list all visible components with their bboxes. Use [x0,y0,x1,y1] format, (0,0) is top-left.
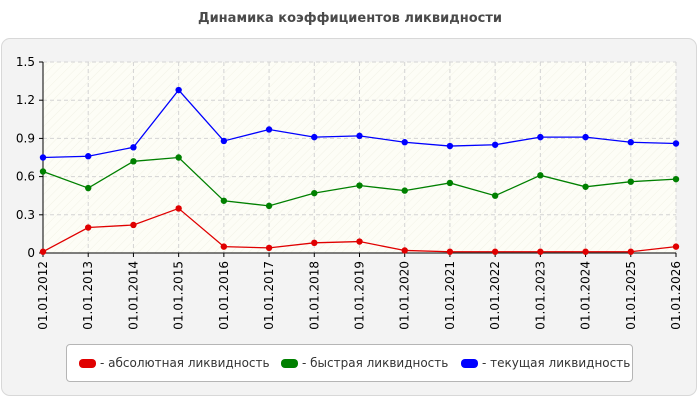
data-point [175,86,182,94]
y-tick-label: 1.5 [16,55,35,69]
data-point [85,153,92,160]
y-tick-label: 0.3 [16,208,35,222]
data-point [356,132,363,140]
data-point [311,189,318,197]
data-point [311,239,318,247]
x-tick-label: 01.01.2016 [217,261,231,330]
x-tick-label: 01.01.2012 [36,261,50,330]
y-tick-label: 1.2 [16,93,35,107]
x-tick-label: 01.01.2014 [126,261,140,330]
data-point [39,168,47,175]
data-point [39,248,47,255]
data-point [446,142,454,150]
x-tick-label: 01.01.2019 [353,261,367,330]
data-point [220,197,228,204]
data-point [265,202,273,210]
legend-item-current: - текущая ликвидность [461,354,630,372]
data-point [220,243,228,250]
data-point [85,184,92,192]
legend-swatch-quick [281,358,298,368]
data-point [537,133,544,141]
data-point [582,183,589,190]
x-tick-label: 01.01.2025 [624,261,638,330]
y-tick-label: 0.6 [16,170,35,184]
data-point [130,158,137,165]
data-point [265,126,273,133]
data-point [627,248,634,255]
data-point [175,205,182,212]
data-point [491,248,499,255]
data-point [627,178,634,185]
legend-item-quick: - быстрая ликвидность [281,354,448,372]
data-point [627,139,634,146]
x-tick-label: 01.01.2017 [262,261,276,330]
data-point [265,244,273,252]
data-point [491,141,499,148]
x-tick-label: 01.01.2013 [81,261,95,330]
data-point [220,137,228,145]
x-tick-label: 01.01.2023 [533,261,547,330]
data-point [491,192,499,199]
data-point [401,139,408,146]
legend-swatch-current [461,358,478,368]
data-point [85,224,92,231]
chart-title: Динамика коэффициентов ликвидности [198,11,502,26]
x-tick-label: 01.01.2015 [172,261,186,330]
data-point [39,154,47,161]
legend-item-absolute: - абсолютная ликвидность [79,354,270,372]
data-point [672,140,680,147]
data-point [582,133,589,141]
x-tick-label: 01.01.2022 [488,261,502,330]
data-point [401,187,408,194]
x-tick-label: 01.01.2026 [669,261,683,330]
legend: - абсолютная ликвидность - быстрая ликви… [66,344,633,382]
data-point [175,154,182,161]
data-point [537,248,544,255]
x-tick-label: 01.01.2021 [443,261,457,330]
data-point [672,175,680,183]
data-point [311,133,318,141]
data-point [582,248,589,255]
x-tick-label: 01.01.2024 [579,261,593,330]
data-point [130,221,137,229]
data-point [672,243,680,250]
y-tick-label: 0 [27,246,35,260]
data-point [446,179,454,187]
legend-swatch-absolute [79,358,96,368]
legend-label-current: - текущая ликвидность [482,356,631,370]
data-point [356,182,363,189]
data-point [537,172,544,179]
data-point [446,248,454,255]
legend-label-quick: - быстрая ликвидность [302,356,449,370]
legend-label-absolute: - абсолютная ликвидность [100,356,270,370]
data-point [401,247,408,254]
x-tick-label: 01.01.2018 [307,261,321,330]
y-tick-label: 0.9 [16,131,35,145]
data-point [130,144,137,151]
data-point [356,238,363,245]
x-tick-label: 01.01.2020 [398,261,412,330]
